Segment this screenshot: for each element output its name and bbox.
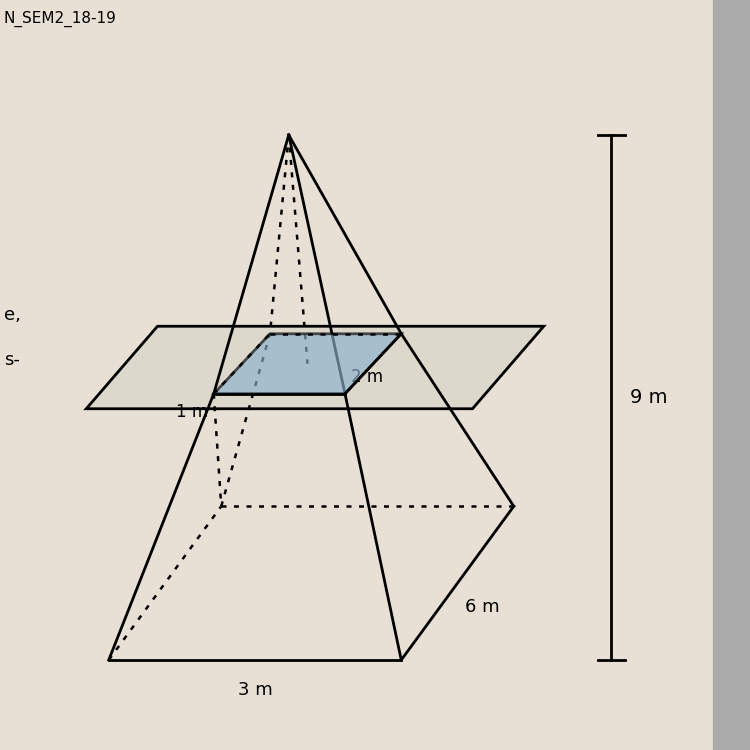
Text: e,: e, bbox=[4, 306, 21, 324]
Text: N_SEM2_18-19: N_SEM2_18-19 bbox=[4, 11, 117, 28]
Bar bbox=[712, 0, 750, 750]
Text: 9 m: 9 m bbox=[630, 388, 668, 407]
Text: 3 m: 3 m bbox=[238, 681, 272, 699]
Text: 1 m: 1 m bbox=[176, 403, 208, 421]
Text: s-: s- bbox=[4, 351, 20, 369]
Polygon shape bbox=[86, 326, 544, 409]
Polygon shape bbox=[214, 334, 401, 394]
Text: 6 m: 6 m bbox=[465, 598, 500, 616]
Text: 2 m: 2 m bbox=[351, 368, 383, 386]
